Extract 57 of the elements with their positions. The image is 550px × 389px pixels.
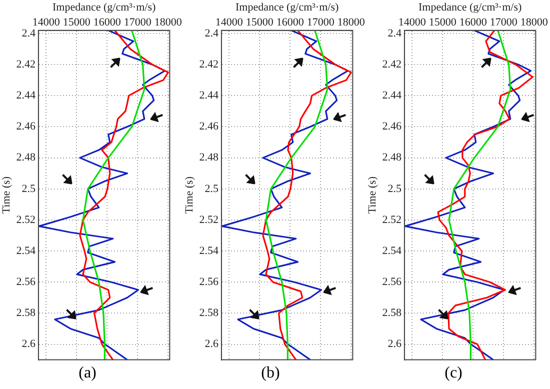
- y-tick-label: 2.6: [204, 338, 219, 350]
- y-tick-label: 2.4: [388, 27, 402, 40]
- y-tick-label: 2.42: [382, 58, 402, 70]
- y-tick-label: 2.54: [16, 244, 36, 257]
- x-tick-label: 17000: [490, 16, 518, 29]
- y-tick-label: 2.44: [16, 90, 36, 102]
- x-tick-label: 18000: [154, 16, 182, 29]
- y-tick-label: 2.54: [382, 244, 402, 257]
- text: (b): [261, 364, 280, 382]
- y-tick-label: 2.44: [382, 90, 402, 102]
- y-tick-label: 2.52: [382, 214, 402, 226]
- x-tick-label: 17000: [306, 16, 335, 29]
- y-tick-label: 2.5: [22, 182, 36, 195]
- x-tick-label: 14000: [32, 16, 60, 29]
- x-tick-label: 14000: [398, 16, 426, 29]
- y-axis-title: Time (s): [0, 176, 12, 214]
- y-tick-label: 2.46: [382, 120, 402, 133]
- y-tick-label: 2.48: [16, 152, 36, 164]
- x-axis-title: Impedance (g/cm³·m/s): [418, 1, 522, 14]
- x-axis-title: Impedance (g/cm³·m/s): [235, 1, 339, 14]
- y-tick-label: 2.58: [16, 307, 36, 320]
- y-tick-label: 2.5: [388, 182, 402, 195]
- y-tick-label: 2.52: [16, 214, 36, 226]
- y-tick-label: 2.5: [204, 182, 219, 195]
- text: (a): [78, 364, 96, 382]
- y-tick-label: 2.48: [382, 152, 402, 164]
- x-tick-label: 18000: [337, 16, 366, 29]
- y-tick-label: 2.6: [388, 338, 402, 350]
- y-tick-label: 2.44: [199, 90, 219, 102]
- y-tick-label: 2.58: [382, 307, 402, 320]
- x-tick-label: 17000: [124, 16, 152, 29]
- y-tick-label: 2.48: [199, 152, 219, 164]
- y-tick-label: 2.4: [204, 27, 219, 40]
- y-tick-label: 2.56: [199, 276, 219, 288]
- x-tick-label: 16000: [276, 16, 304, 29]
- y-axis-title: Time (s): [183, 176, 196, 214]
- text: (c): [444, 364, 462, 382]
- x-tick-label: 18000: [520, 16, 548, 29]
- x-tick-label: 15000: [62, 16, 91, 29]
- y-tick-label: 2.46: [16, 120, 36, 133]
- y-tick-label: 2.6: [22, 338, 36, 350]
- y-tick-label: 2.52: [199, 214, 218, 226]
- y-tick-label: 2.58: [199, 307, 219, 320]
- x-axis-title: Impedance (g/cm³·m/s): [52, 1, 156, 14]
- x-tick-label: 15000: [246, 16, 274, 29]
- y-axis-title: Time (s): [366, 176, 378, 214]
- y-tick-label: 2.42: [199, 58, 218, 70]
- y-tick-label: 2.56: [382, 276, 402, 288]
- x-tick-label: 15000: [428, 16, 457, 29]
- y-tick-label: 2.4: [22, 27, 36, 40]
- x-tick-label: 14000: [215, 16, 244, 29]
- y-tick-label: 2.42: [16, 58, 36, 70]
- y-tick-label: 2.54: [199, 244, 219, 257]
- y-tick-label: 2.46: [199, 120, 219, 133]
- x-tick-label: 16000: [93, 16, 122, 29]
- x-tick-label: 16000: [459, 16, 488, 29]
- y-tick-label: 2.56: [16, 276, 36, 288]
